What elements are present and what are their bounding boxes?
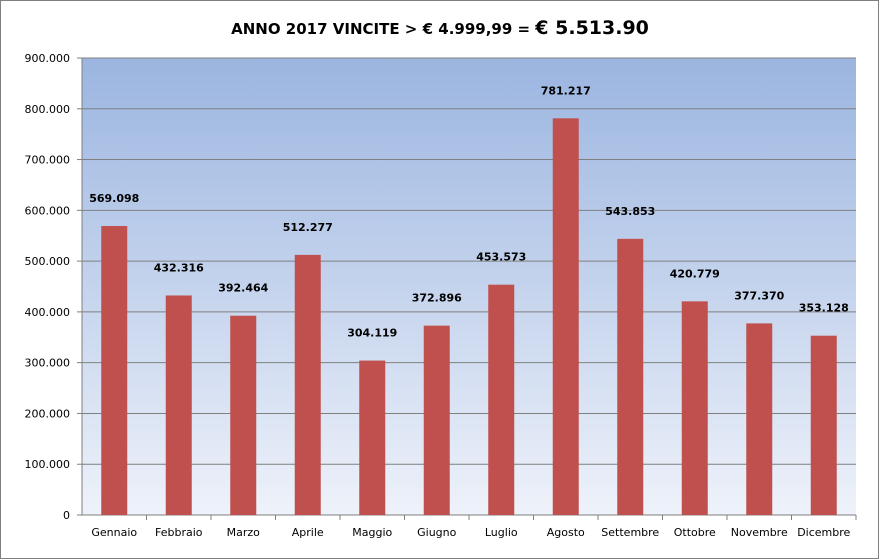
x-tick-label: Giugno (417, 526, 457, 539)
y-tick-label: 200.000 (25, 407, 71, 420)
data-label: 304.119 (347, 327, 397, 340)
data-label: 377.370 (734, 289, 784, 302)
data-label: 372.896 (412, 292, 462, 305)
data-label: 432.316 (154, 261, 204, 274)
y-tick-label: 700.000 (25, 154, 71, 167)
bar (359, 360, 386, 515)
y-tick-label: 900.000 (25, 52, 71, 65)
x-tick-label: Ottobre (674, 526, 716, 539)
chart-title: ANNO 2017 VINCITE > € 4.999,99 = € 5.513… (231, 17, 649, 39)
y-tick-label: 600.000 (25, 204, 71, 217)
x-tick-label: Aprile (292, 526, 324, 539)
data-label: 453.573 (476, 251, 526, 264)
bar (746, 323, 773, 515)
data-label: 353.128 (799, 302, 849, 315)
x-tick-label: Luglio (485, 526, 518, 539)
x-tick-label: Settembre (601, 526, 659, 539)
data-label: 392.464 (218, 282, 268, 295)
x-tick-label: Marzo (227, 526, 261, 539)
bar (681, 301, 708, 515)
plot-area: 0 100.000 200.000 300.000 400.000 500.000 600.… (25, 52, 857, 539)
x-tick-label: Gennaio (91, 526, 137, 539)
y-tick-label: 500.000 (25, 255, 71, 268)
y-tick-label: 300.000 (25, 357, 71, 370)
x-tick-label: Dicembre (797, 526, 850, 539)
x-tick-label: Novembre (731, 526, 788, 539)
data-label: 512.277 (283, 221, 333, 234)
chart-title-total: € 5.513.90 (534, 17, 649, 39)
bar (230, 315, 257, 515)
bar (101, 226, 128, 515)
data-label: 420.779 (670, 267, 720, 280)
y-tick-label: 0 (63, 509, 70, 522)
bar (294, 254, 321, 515)
x-tick-label: Maggio (352, 526, 392, 539)
y-tick-label: 800.000 (25, 103, 71, 116)
data-label: 569.098 (89, 192, 139, 205)
bar (488, 284, 515, 515)
y-tick-label: 400.000 (25, 306, 71, 319)
bar (617, 238, 644, 515)
plot-background (82, 58, 856, 515)
y-tick-label: 100.000 (25, 458, 71, 471)
bar (810, 335, 837, 515)
x-tick-label: Agosto (547, 526, 585, 539)
bar (165, 295, 192, 515)
bar (552, 118, 579, 515)
data-label: 543.853 (605, 205, 655, 218)
x-tick-label: Febbraio (155, 526, 203, 539)
data-label: 781.217 (541, 84, 591, 97)
chart-title-main: ANNO 2017 VINCITE > € 4.999,99 = (231, 20, 535, 38)
bar (423, 325, 450, 515)
